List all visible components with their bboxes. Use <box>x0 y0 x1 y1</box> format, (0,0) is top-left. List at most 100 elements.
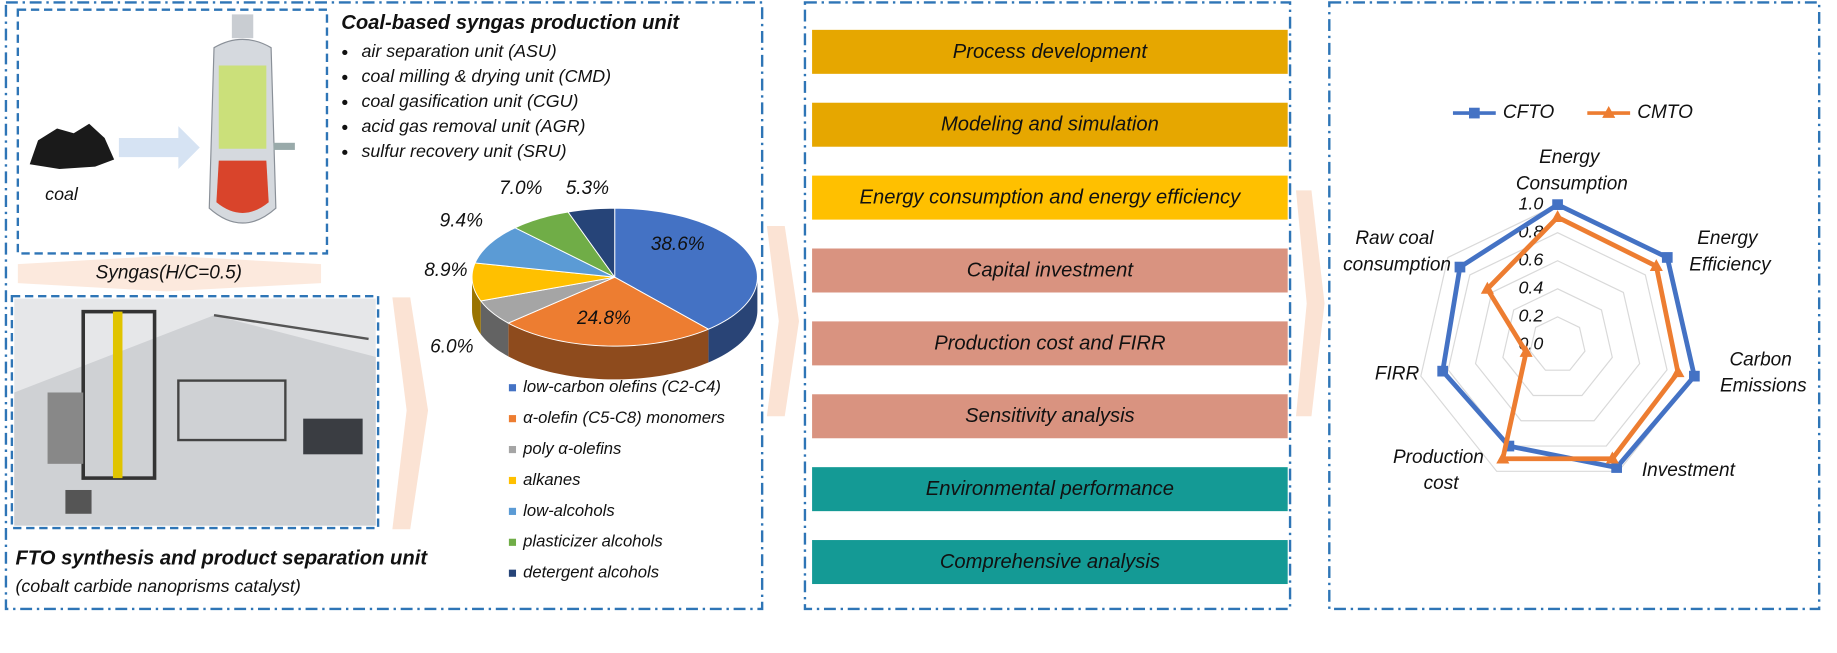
legend-swatch <box>508 415 517 423</box>
marker <box>1454 261 1466 273</box>
plant-box <box>10 294 380 530</box>
axis-label: Production cost <box>1393 447 1489 494</box>
syngas-unit-title: Coal-based syngas production unit <box>341 12 680 34</box>
pie-slice <box>567 207 616 279</box>
plant-unit <box>47 392 84 464</box>
step-label: Sensitivity analysis <box>965 405 1135 427</box>
axis-label-line: Raw coal <box>1355 228 1439 249</box>
axis-label: Carbon Emissions <box>1720 349 1807 396</box>
axis-label-line: Production <box>1393 447 1489 468</box>
gasifier-top <box>231 14 254 39</box>
pie-chart: 38.6% 24.8% 6.0% 8.9% 9.4% 7.0% 5.3% low-carbon… <box>424 178 758 582</box>
gasifier-icon <box>208 14 295 224</box>
bullet <box>342 99 348 105</box>
pie-value-label: 38.6% <box>651 234 705 255</box>
nozzle <box>273 142 295 150</box>
marker <box>1519 344 1533 357</box>
pie-slice <box>474 227 615 278</box>
gasifier-box <box>16 8 329 255</box>
pie-value-label: 8.9% <box>424 260 467 281</box>
marker <box>1480 281 1494 294</box>
bullet <box>342 124 348 130</box>
step-box <box>812 394 1288 439</box>
left-panel <box>4 1 764 611</box>
plant-ground <box>14 315 376 526</box>
legend-label: low-carbon olefins (C2-C4) <box>523 377 721 396</box>
axis-label-line: Energy <box>1697 228 1763 249</box>
legend-label: low-alcohols <box>523 501 614 520</box>
pie-slice <box>479 276 615 324</box>
coal-label: coal <box>45 184 79 204</box>
step-box <box>812 102 1288 147</box>
axis-label-line: Carbon <box>1729 349 1797 370</box>
bullet <box>342 149 348 155</box>
legend-swatch <box>508 538 517 546</box>
plant-rack <box>177 379 287 442</box>
step-label: Energy consumption and energy efficiency <box>860 187 1243 209</box>
right-panel <box>1328 1 1821 611</box>
grid-ring <box>1474 260 1641 422</box>
pie-slice <box>513 211 616 278</box>
axis-label: Raw coal consumption <box>1343 228 1451 275</box>
legend-label: CMTO <box>1637 102 1693 123</box>
gasifier-bottom <box>216 160 269 213</box>
radial-tick-label: 0.2 <box>1519 306 1544 326</box>
steps: Process development Modeling and simulati… <box>812 29 1288 585</box>
grid-ring <box>1420 203 1696 472</box>
gasifier-core <box>218 65 267 149</box>
pie-value-label: 6.0% <box>430 336 473 357</box>
legend-swatch <box>508 569 517 577</box>
axis-label-line: Emissions <box>1720 376 1807 397</box>
grid-ring <box>1529 316 1586 371</box>
plant-box <box>65 489 92 514</box>
radar-line <box>1440 202 1697 470</box>
step-label: Capital investment <box>967 259 1135 281</box>
plant-pipe <box>213 314 369 341</box>
marker <box>1552 199 1563 210</box>
radial-tick-label: 0.4 <box>1519 278 1544 298</box>
axis-label: FIRR <box>1375 364 1420 385</box>
flow-arrow <box>766 226 800 417</box>
fto-unit-title: FTO synthesis and product separation uni… <box>15 547 428 569</box>
syngas-label: Syngas(H/C=0.5) <box>96 263 242 284</box>
flow-arrow <box>1296 190 1325 417</box>
marker <box>1503 440 1515 452</box>
plant-icon <box>14 298 376 526</box>
feed-arrow <box>118 126 200 169</box>
axis-label-line: Energy <box>1539 147 1605 168</box>
pie-slice-side <box>472 277 481 335</box>
axis-label: Energy Efficiency <box>1689 228 1772 275</box>
legend-label: α-olefin (C5-C8) monomers <box>523 408 725 427</box>
list-item: air separation unit (ASU) <box>361 41 556 61</box>
list-item: coal gasification unit (CGU) <box>361 91 578 111</box>
marker <box>1551 210 1565 223</box>
fto-unit-subtitle: (cobalt carbide nanoprisms catalyst) <box>15 576 300 596</box>
axis-label-line: Consumption <box>1516 173 1628 194</box>
legend-swatch <box>508 445 517 454</box>
syngas-unit-list: air separation unit (ASU) coal milling & … <box>342 41 611 161</box>
step-box <box>812 467 1288 512</box>
step-label: Environmental performance <box>926 478 1174 500</box>
marker <box>1605 451 1619 464</box>
marker <box>1437 365 1449 377</box>
pie-slice-side <box>480 300 509 357</box>
marker <box>1661 252 1673 263</box>
axis-label-line: consumption <box>1343 254 1451 275</box>
pie-value-label: 9.4% <box>440 210 483 231</box>
radial-tick-label: 0.6 <box>1519 249 1544 269</box>
step-box <box>812 248 1288 293</box>
bullet <box>342 49 348 56</box>
pie-value-label: 5.3% <box>566 178 609 199</box>
legend-swatch <box>508 476 517 485</box>
step-label: Comprehensive analysis <box>940 551 1160 573</box>
axis-label-line: cost <box>1424 473 1460 494</box>
pie-value-label: 24.8% <box>576 308 631 329</box>
pie-slice-side <box>708 277 758 363</box>
legend-label: CFTO <box>1503 102 1555 123</box>
pie-slice <box>471 262 615 302</box>
grid-ring <box>1447 232 1668 447</box>
radar-line <box>1485 214 1681 462</box>
plant-building <box>303 418 363 455</box>
pie-slice-side <box>508 323 709 380</box>
